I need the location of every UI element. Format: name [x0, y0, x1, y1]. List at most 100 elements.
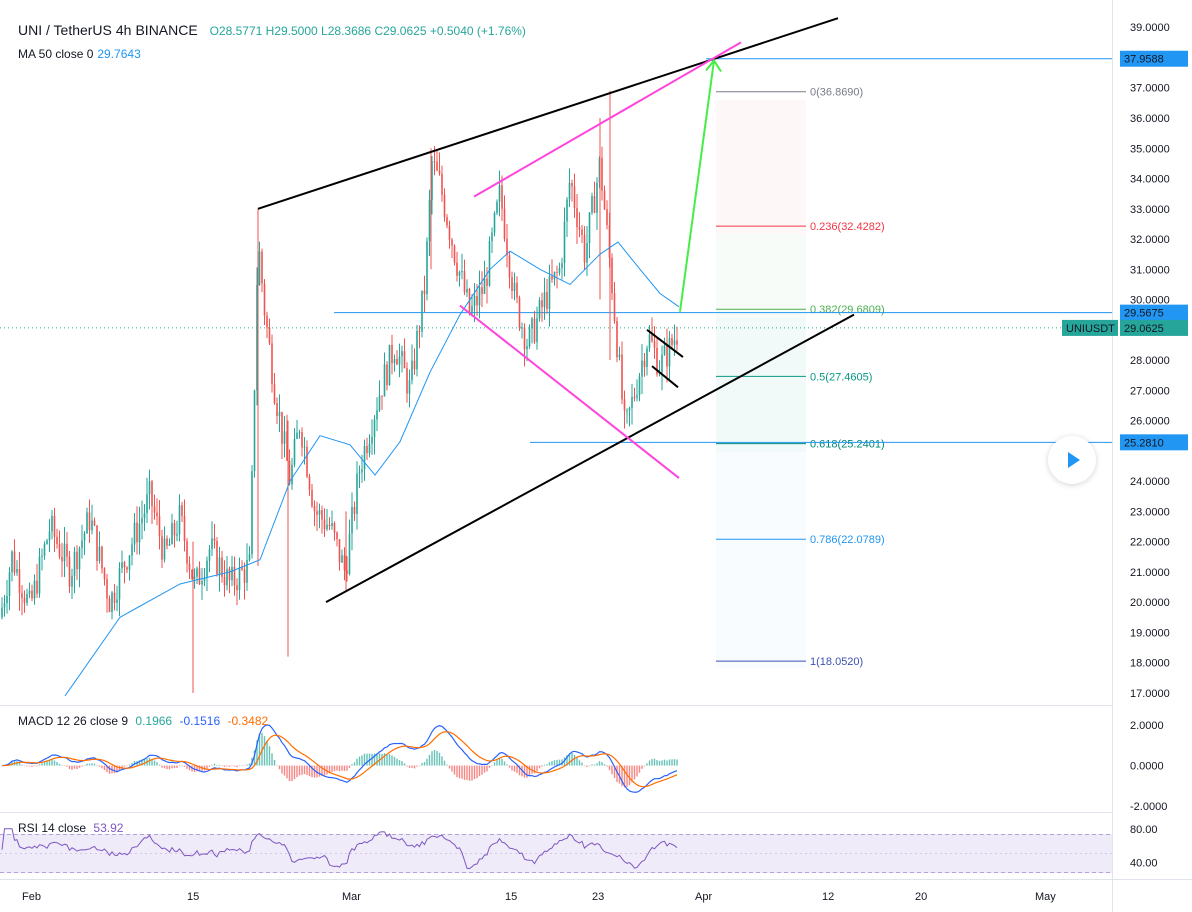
candle-body: [248, 554, 251, 561]
candle-body: [11, 551, 13, 573]
rsi-line: [1, 828, 678, 870]
candle-body: [503, 208, 506, 239]
candle-body: [3, 603, 6, 608]
macd-bar: [273, 759, 276, 766]
macd-bar: [423, 762, 426, 766]
candle-body: [511, 277, 513, 292]
price-tick-label: 28.0000: [1130, 355, 1170, 367]
candle-body: [18, 569, 21, 594]
macd-bar: [576, 757, 578, 766]
macd-bar: [408, 765, 411, 768]
macd-bar: [123, 765, 126, 767]
candle-body: [343, 555, 346, 571]
macd-bar: [183, 765, 186, 767]
candle-body: [486, 278, 488, 286]
candlesticks: [1, 90, 678, 693]
macd-bar: [253, 750, 256, 766]
candle-body: [606, 209, 608, 226]
macd-bar: [8, 763, 11, 766]
candle-body: [143, 513, 146, 519]
horizontal-lines[interactable]: [0, 58, 1112, 443]
macd-bar: [333, 765, 336, 772]
candle-body: [286, 431, 288, 461]
drawn-trendlines[interactable]: [257, 17, 855, 604]
macd-bar: [31, 765, 33, 767]
candle-body: [141, 518, 143, 524]
candle-body: [73, 551, 76, 576]
time-tick-label: 23: [592, 891, 604, 903]
fib-retracement[interactable]: 0(36.8690) 0.236(32.4282) 0.382(29.6809) 0.…: [716, 87, 885, 668]
candle-body: [173, 523, 176, 536]
candle-body: [261, 251, 263, 284]
candle-body: [223, 576, 226, 586]
price-tick-label: 33.0000: [1130, 204, 1170, 216]
price-tick-label: 22.0000: [1130, 537, 1170, 549]
candle-body: [93, 520, 96, 526]
candle-body: [26, 593, 28, 603]
candle-body: [358, 472, 361, 474]
candle-body: [146, 494, 148, 514]
candle-body: [423, 290, 426, 295]
price-tick-label: 20.0000: [1130, 597, 1170, 609]
hist-value: -0.3482: [227, 714, 269, 728]
macd-legend[interactable]: MACD 12 26 close 9 0.1966 -0.1516 -0.348…: [18, 714, 272, 728]
price-tag-text: 37.9588: [1124, 54, 1164, 66]
price-axis[interactable]: 39.0000 37.0000 36.0000 35.0000 34.0000 33.00…: [1130, 22, 1170, 700]
interval-label[interactable]: 4h: [115, 22, 132, 38]
candle-body: [196, 568, 198, 577]
macd-bar: [403, 763, 406, 766]
candle-body: [613, 293, 616, 322]
candle-body: [533, 318, 536, 342]
macd-bar: [546, 764, 548, 766]
candle-body: [383, 364, 386, 397]
macd-bar: [361, 755, 363, 766]
candle-body: [28, 590, 31, 594]
candle-body: [38, 556, 41, 594]
candle-body: [158, 516, 161, 537]
candle-body: [116, 599, 118, 603]
macd-bar: [438, 752, 441, 766]
price-tick-label: 23.0000: [1130, 506, 1170, 518]
macd-bar: [243, 765, 246, 767]
candle-body: [278, 411, 281, 417]
macd-bar: [208, 765, 211, 767]
candle-body: [428, 199, 431, 242]
candle-body: [1, 607, 3, 618]
candle-body: [446, 217, 448, 226]
macd-bar: [603, 764, 606, 766]
symbol-title[interactable]: UNI / TetherUS: [18, 22, 112, 38]
candle-body: [526, 346, 528, 350]
macd-bar: [428, 754, 431, 766]
candle-body: [426, 241, 428, 295]
candle-body: [521, 327, 523, 329]
target-arrow[interactable]: [679, 58, 722, 312]
macd-bar: [373, 753, 376, 766]
time-axis[interactable]: Feb 15 Mar 15 23 Apr 12 20 May: [22, 891, 1056, 903]
macd-bar: [36, 765, 38, 767]
macd-bar: [153, 760, 156, 766]
candle-body: [63, 543, 66, 562]
ma-legend[interactable]: MA 50 close 0 29.7643: [18, 47, 145, 61]
candle-body: [258, 251, 261, 285]
macd-bar: [238, 765, 241, 767]
candle-body: [328, 524, 331, 527]
macd-bar: [33, 765, 36, 767]
play-button[interactable]: [1048, 436, 1096, 484]
candle-body: [563, 221, 566, 264]
fib-level-label: 0.786(22.0789): [810, 534, 885, 546]
candle-body: [663, 345, 666, 355]
candle-body: [353, 506, 356, 514]
candle-body: [388, 344, 391, 386]
candle-body: [438, 170, 441, 174]
candle-body: [336, 532, 338, 540]
macd-bar: [78, 765, 81, 768]
macd-bar: [488, 765, 491, 768]
candle-body: [281, 411, 283, 444]
macd-bar: [16, 761, 18, 766]
time-tick-label: 15: [505, 891, 517, 903]
candle-body: [618, 354, 621, 358]
rsi-legend[interactable]: RSI 14 close 53.92: [18, 821, 127, 835]
candle-body: [321, 510, 323, 520]
macd-bar: [658, 760, 661, 766]
